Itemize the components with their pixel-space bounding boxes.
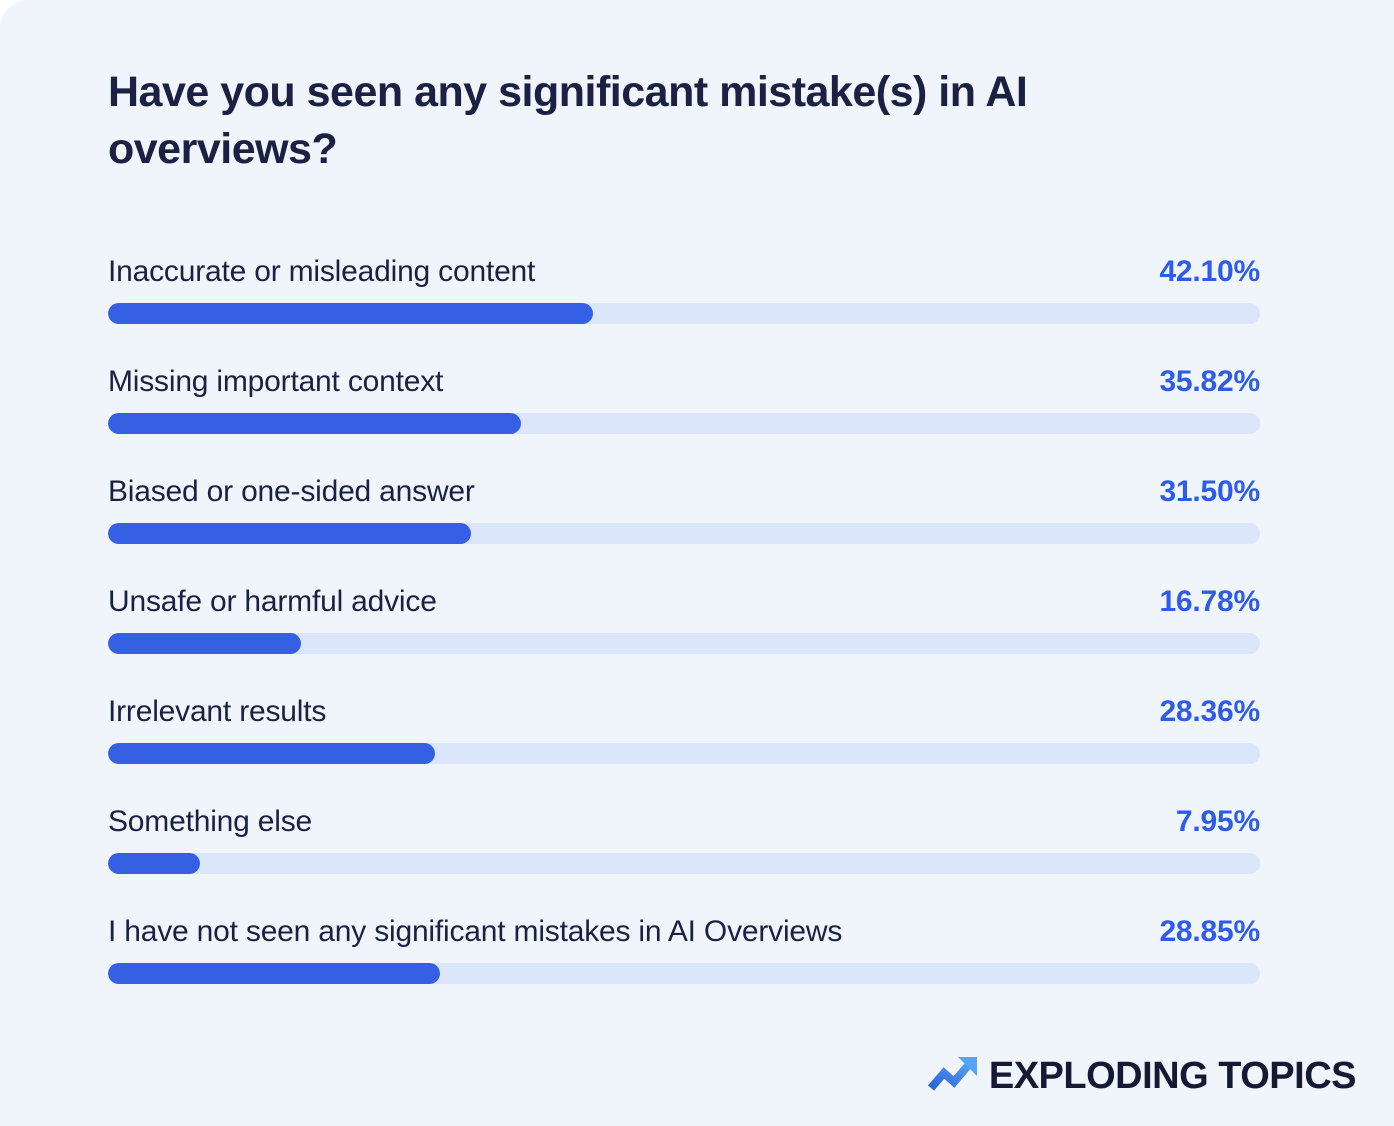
category-label: Missing important context: [108, 365, 444, 398]
bar-chart: Inaccurate or misleading content 42.10% …: [108, 255, 1260, 984]
value-label: 42.10%: [1159, 255, 1260, 288]
chart-row: Biased or one-sided answer 31.50%: [108, 475, 1260, 544]
category-label: Unsafe or harmful advice: [108, 585, 437, 618]
bar-track: [108, 963, 1260, 984]
bar-track: [108, 743, 1260, 764]
chart-row: Missing important context 35.82%: [108, 365, 1260, 434]
value-label: 16.78%: [1159, 585, 1260, 618]
category-label: I have not seen any significant mistakes…: [108, 915, 843, 948]
bar-track: [108, 413, 1260, 434]
bar-fill: [108, 633, 302, 654]
value-label: 31.50%: [1159, 475, 1260, 508]
value-label: 35.82%: [1159, 365, 1260, 398]
value-label: 28.85%: [1159, 915, 1260, 948]
category-label: Biased or one-sided answer: [108, 475, 475, 508]
bar-fill: [108, 743, 435, 764]
chart-row: Inaccurate or misleading content 42.10%: [108, 255, 1260, 324]
bar-track: [108, 523, 1260, 544]
chart-row: Unsafe or harmful advice 16.78%: [108, 585, 1260, 654]
chart-row: I have not seen any significant mistakes…: [108, 915, 1260, 984]
trending-up-icon: [927, 1054, 981, 1098]
category-label: Inaccurate or misleading content: [108, 255, 536, 288]
chart-title: Have you seen any significant mistake(s)…: [108, 68, 1028, 173]
bar-track: [108, 633, 1260, 654]
bar-track: [108, 303, 1260, 324]
chart-row: Something else 7.95%: [108, 805, 1260, 874]
bar-track: [108, 853, 1260, 874]
value-label: 7.95%: [1175, 805, 1260, 838]
category-label: Irrelevant results: [108, 695, 327, 728]
chart-row: Irrelevant results 28.36%: [108, 695, 1260, 764]
bar-fill: [108, 523, 471, 544]
bar-fill: [108, 303, 593, 324]
value-label: 28.36%: [1159, 695, 1260, 728]
bar-fill: [108, 853, 200, 874]
bar-fill: [108, 413, 521, 434]
category-label: Something else: [108, 805, 312, 838]
brand-name: EXPLODING TOPICS: [988, 1054, 1357, 1097]
brand-footer: EXPLODING TOPICS: [927, 1054, 1357, 1098]
bar-fill: [108, 963, 441, 984]
